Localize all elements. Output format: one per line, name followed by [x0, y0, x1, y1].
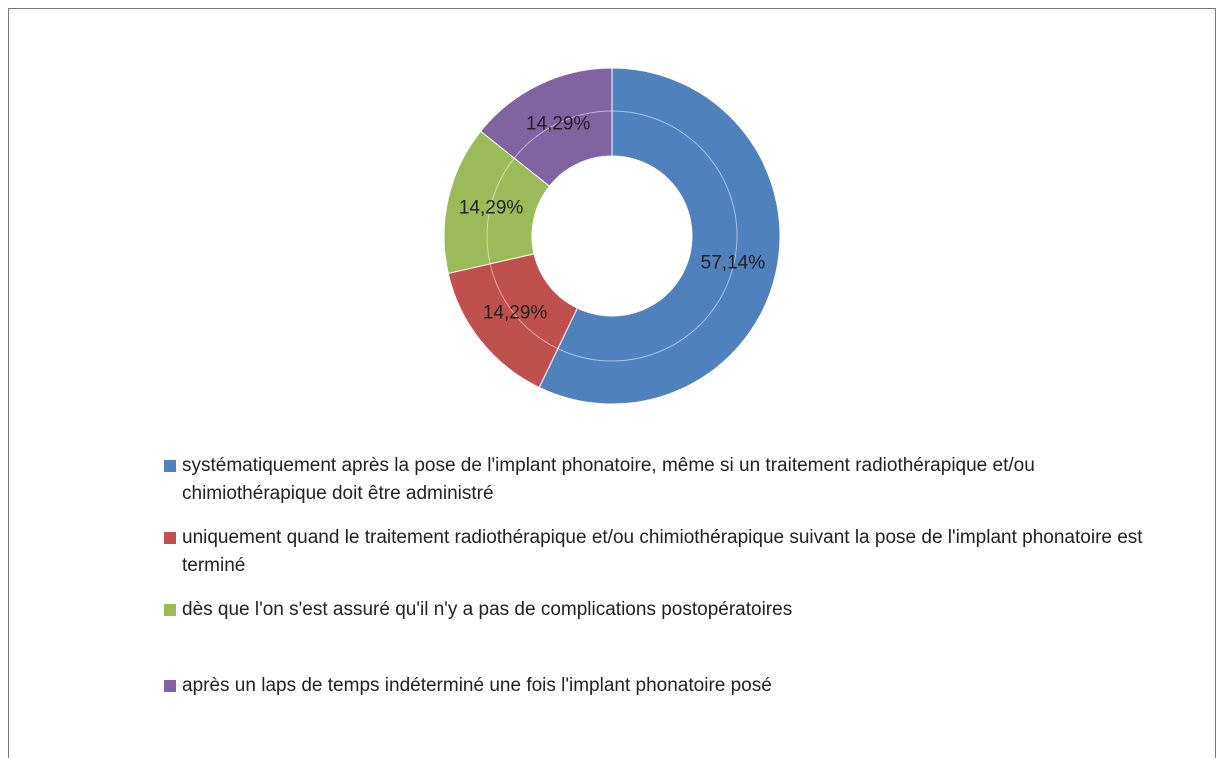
legend-item: après un laps de temps indéterminé une f…	[160, 672, 1160, 700]
legend-swatch	[164, 532, 176, 544]
chart-frame	[8, 8, 1216, 758]
legend-swatch	[164, 604, 176, 616]
data-label: 14,29%	[526, 113, 591, 134]
donut-slice	[479, 67, 613, 187]
legend-label: dès que l'on s'est assuré qu'il n'y a pa…	[182, 599, 793, 620]
legend-item: uniquement quand le traitement radiothér…	[160, 524, 1160, 580]
legend-swatch	[164, 460, 176, 472]
legend-label: uniquement quand le traitement radiothér…	[182, 527, 1143, 576]
legend: systématiquement après la pose de l'impl…	[160, 452, 1160, 716]
data-label: 14,29%	[459, 197, 524, 218]
data-label: 14,29%	[483, 302, 548, 323]
data-label: 57,14%	[701, 253, 766, 274]
ring-separator	[486, 110, 738, 362]
legend-label: systématiquement après la pose de l'impl…	[182, 455, 1035, 504]
legend-swatch	[164, 680, 176, 692]
legend-label: après un laps de temps indéterminé une f…	[182, 675, 772, 696]
legend-item: dès que l'on s'est assuré qu'il n'y a pa…	[160, 596, 1160, 624]
legend-item: systématiquement après la pose de l'impl…	[160, 452, 1160, 508]
donut-slice	[538, 67, 781, 405]
